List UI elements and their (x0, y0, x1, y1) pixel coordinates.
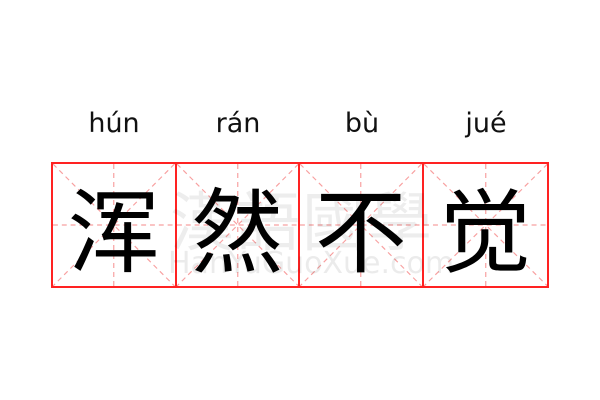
guide-lines (53, 164, 175, 286)
pinyin-3: bù (344, 108, 380, 139)
guide-lines (176, 164, 298, 286)
guide-lines (423, 164, 547, 286)
grid-cell-3: 不 (300, 164, 424, 287)
character-2: 然 (191, 179, 284, 287)
grid-cell-4: 觉 (423, 164, 547, 287)
guide-lines (300, 164, 422, 286)
watermark-chinese: 漢語國學 (170, 187, 434, 261)
grid-cell-1: 浑 (53, 164, 177, 287)
character-1: 浑 (67, 179, 160, 287)
pinyin-2: rán (215, 108, 261, 139)
character-3: 不 (314, 179, 407, 287)
grid-cell-2: 然 (176, 164, 300, 287)
pinyin-4: jué (465, 108, 507, 139)
pinyin-1: hún (88, 108, 140, 139)
character-4: 觉 (439, 179, 532, 287)
watermark-latin: HanYuGuoXue.com (168, 246, 455, 281)
character-grid: 浑 然 不 觉 (51, 162, 549, 288)
